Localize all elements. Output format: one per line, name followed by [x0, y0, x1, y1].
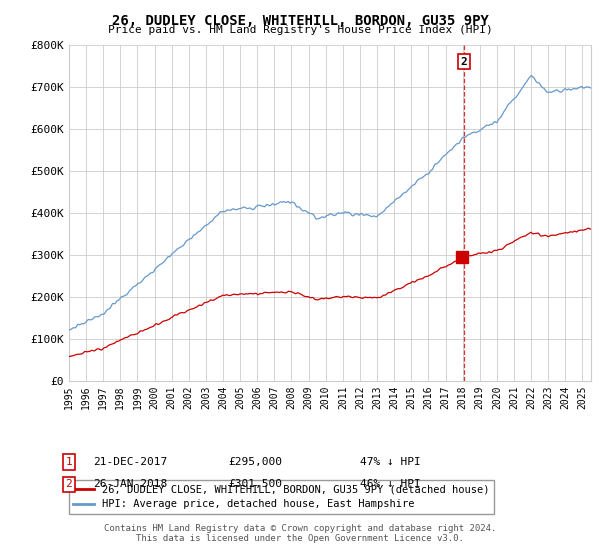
Text: Contains HM Land Registry data © Crown copyright and database right 2024.
This d: Contains HM Land Registry data © Crown c…	[104, 524, 496, 543]
Text: £295,000: £295,000	[228, 457, 282, 467]
Text: 2: 2	[65, 479, 73, 489]
Text: 1: 1	[65, 457, 73, 467]
Text: £301,500: £301,500	[228, 479, 282, 489]
Text: 2: 2	[461, 57, 467, 67]
Text: 26-JAN-2018: 26-JAN-2018	[93, 479, 167, 489]
Text: 21-DEC-2017: 21-DEC-2017	[93, 457, 167, 467]
Text: 46% ↓ HPI: 46% ↓ HPI	[360, 479, 421, 489]
Text: Price paid vs. HM Land Registry's House Price Index (HPI): Price paid vs. HM Land Registry's House …	[107, 25, 493, 35]
Text: 47% ↓ HPI: 47% ↓ HPI	[360, 457, 421, 467]
Legend: 26, DUDLEY CLOSE, WHITEHILL, BORDON, GU35 9PY (detached house), HPI: Average pri: 26, DUDLEY CLOSE, WHITEHILL, BORDON, GU3…	[69, 480, 494, 514]
Text: 26, DUDLEY CLOSE, WHITEHILL, BORDON, GU35 9PY: 26, DUDLEY CLOSE, WHITEHILL, BORDON, GU3…	[112, 14, 488, 28]
